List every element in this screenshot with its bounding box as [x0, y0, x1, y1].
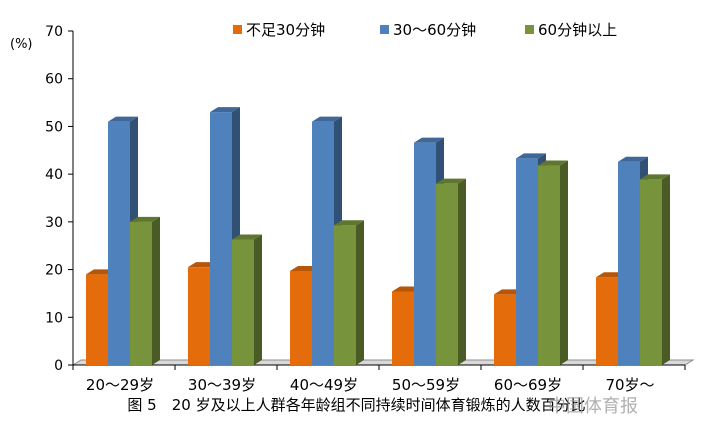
bar-front	[290, 271, 312, 365]
bar-front	[334, 225, 356, 365]
x-tick-label: 60～69岁	[494, 376, 562, 392]
bar-side	[662, 174, 670, 365]
y-tick-label: 10	[45, 310, 63, 326]
legend-swatch	[380, 25, 389, 34]
bar	[436, 178, 466, 365]
y-tick-label: 50	[45, 119, 63, 135]
bar-top	[516, 153, 546, 159]
bar-top	[414, 137, 444, 143]
bar-front	[596, 277, 618, 365]
y-tick-label: 0	[54, 358, 63, 374]
bar-chart: 0 10 20 30 40 50 60 70 (%) 20～29岁 30～39岁 40～49岁 50～5…	[10, 21, 695, 392]
bar-top	[312, 116, 342, 122]
legend-entry: 30～60分钟	[380, 21, 476, 39]
y-tick-label: 20	[45, 263, 63, 279]
bar	[232, 234, 262, 365]
bar-top	[618, 156, 648, 162]
y-tick-label: 60	[45, 72, 63, 88]
bar-front	[618, 161, 640, 365]
legend: 不足30分钟 30～60分钟 60分钟以上	[233, 21, 617, 39]
bar-front	[392, 291, 414, 365]
bar-top	[130, 216, 160, 222]
bar-side	[458, 178, 466, 365]
legend-entry: 60分钟以上	[525, 21, 617, 39]
legend-swatch	[233, 25, 242, 34]
legend-label: 60分钟以上	[538, 21, 617, 39]
figure-caption: 图 5 20 岁及以上人群各年龄组不同持续时间体育锻炼的人数百分比	[127, 396, 586, 414]
bar-front	[494, 294, 516, 365]
bar-top	[538, 160, 568, 166]
bar-front	[436, 183, 458, 365]
bar-top	[210, 107, 240, 113]
bar	[130, 216, 160, 365]
x-tick-label: 30～39岁	[188, 376, 256, 392]
bar-top	[108, 116, 138, 122]
bar-front	[108, 121, 130, 366]
bar-front	[538, 165, 560, 365]
bar-front	[414, 142, 436, 365]
y-axis-label: (%)	[10, 37, 33, 52]
y-tick-label: 30	[45, 215, 63, 231]
bar-top	[436, 178, 466, 184]
bar-side	[254, 234, 262, 365]
bar-side	[356, 220, 364, 365]
bar-front	[188, 267, 210, 365]
bar-side	[560, 160, 568, 365]
legend-swatch	[525, 25, 534, 34]
bar-front	[312, 121, 334, 366]
x-tick-label: 40～49岁	[290, 376, 358, 392]
bar-front	[86, 274, 108, 365]
x-tick-label: 20～29岁	[86, 376, 154, 392]
bar-front	[130, 221, 152, 365]
legend-label: 30～60分钟	[393, 21, 476, 39]
watermark: 中国体育报	[548, 396, 638, 417]
bars	[86, 107, 670, 366]
bar-top	[232, 234, 262, 240]
bar-side	[152, 216, 160, 365]
y-tick-label: 70	[45, 24, 63, 40]
bar-top	[334, 220, 364, 226]
bar-front	[232, 239, 254, 365]
bar	[640, 174, 670, 365]
bar-front	[640, 179, 662, 365]
bar-front	[516, 158, 538, 365]
legend-entry: 不足30分钟	[233, 21, 325, 39]
x-tick-label: 70岁～	[605, 376, 654, 392]
bar	[538, 160, 568, 365]
x-tick-label: 50～59岁	[392, 376, 460, 392]
bar	[334, 220, 364, 365]
bar-front	[210, 112, 232, 365]
y-tick-label: 40	[45, 167, 63, 183]
bar-top	[640, 174, 670, 180]
legend-label: 不足30分钟	[246, 21, 325, 39]
